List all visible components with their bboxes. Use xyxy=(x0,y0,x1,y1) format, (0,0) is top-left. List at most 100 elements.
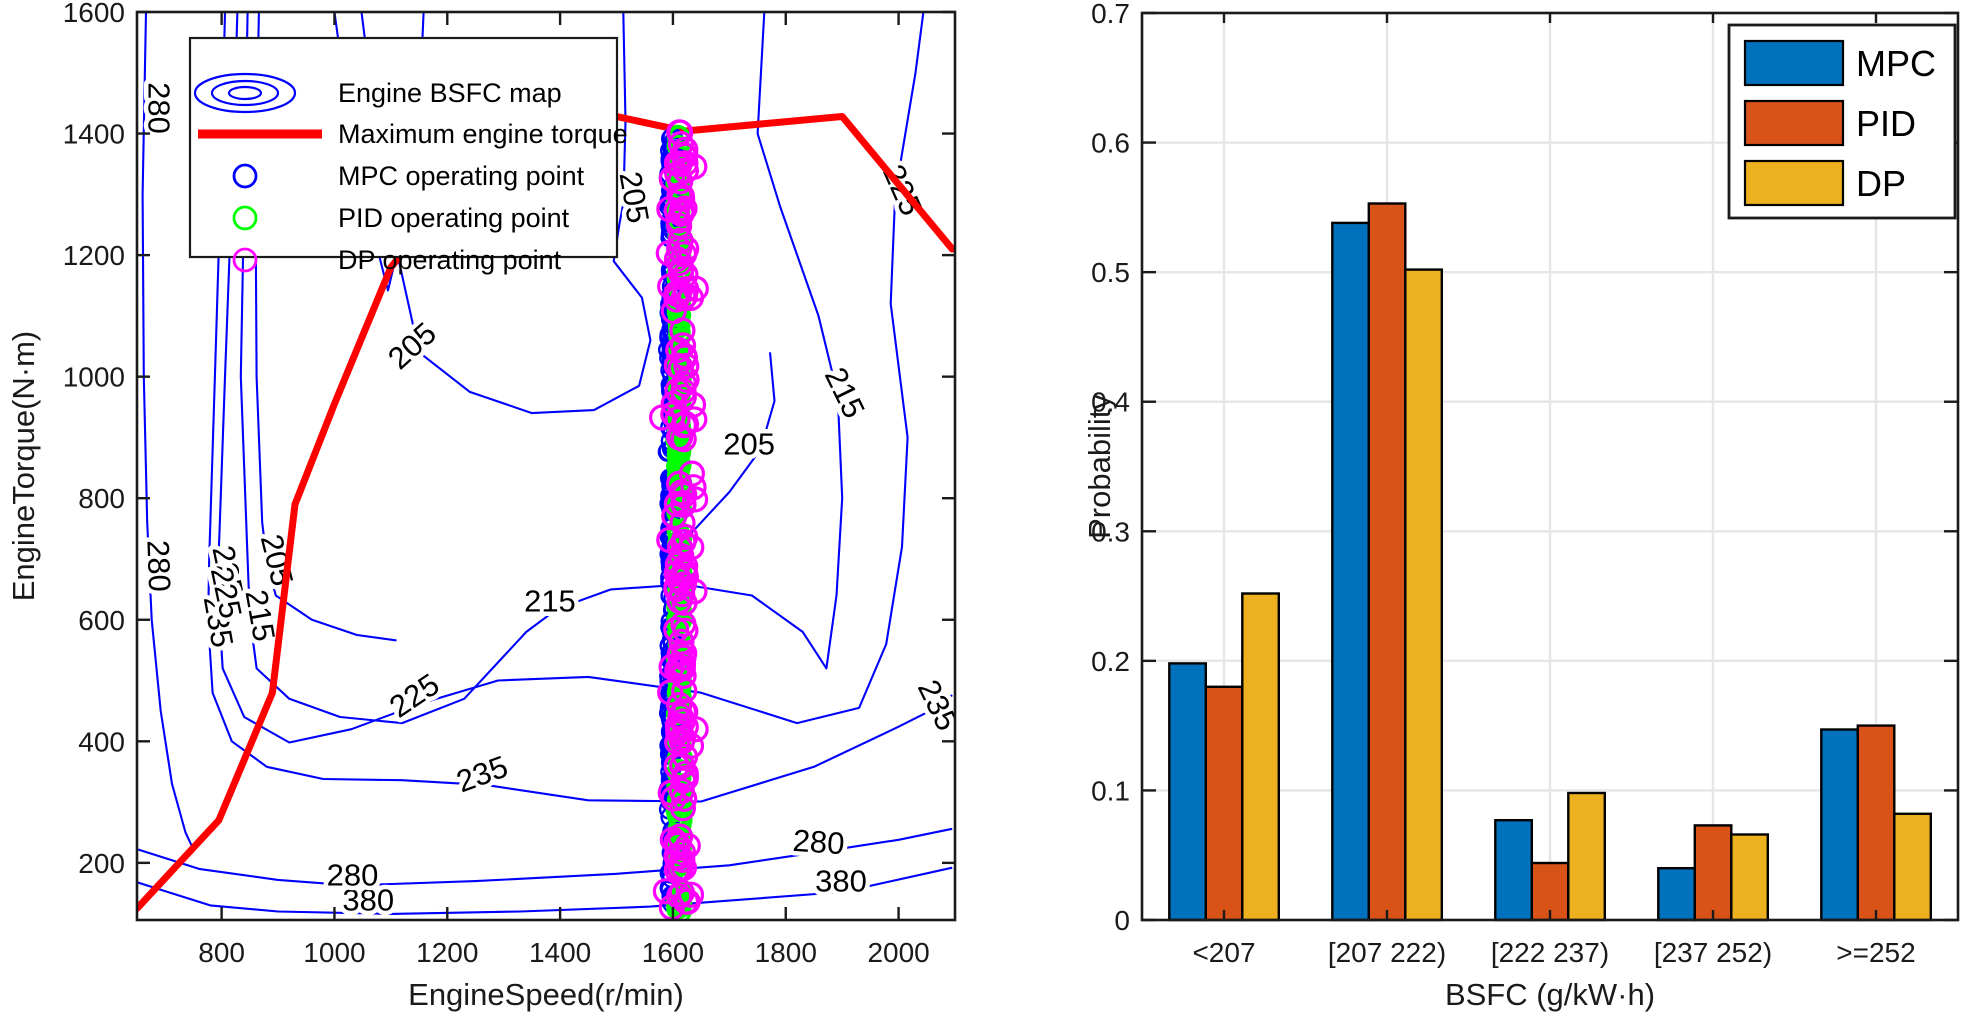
bar-mpc-2 xyxy=(1494,819,1534,922)
bar-pid-1 xyxy=(1367,202,1407,922)
probability-tick-label: 0.4 xyxy=(1091,387,1130,418)
legend-item-label: Engine BSFC map xyxy=(338,78,562,108)
bar-series-dp xyxy=(1241,268,1933,922)
operating-point xyxy=(668,316,690,339)
operating-point xyxy=(663,576,690,603)
contour-line-215 xyxy=(239,12,844,725)
right-axis-ticks xyxy=(1142,11,1958,922)
contour-ellipses-icon xyxy=(193,72,297,114)
operating-point xyxy=(669,846,696,873)
bsfc-bin-label: [207 222) xyxy=(1328,937,1446,968)
contour-label-280: 280 xyxy=(140,539,177,592)
pid-swatch-icon xyxy=(1743,99,1845,147)
x-tick-label: 1200 xyxy=(416,937,478,968)
legend-item-label: MPC operating point xyxy=(338,161,585,191)
bar-dp-0 xyxy=(1241,592,1281,922)
operating-point xyxy=(665,718,692,746)
contour-label-280: 280 xyxy=(327,857,379,892)
x-tick-label: 1800 xyxy=(755,937,817,968)
y-tick-label: 400 xyxy=(78,726,125,757)
operating-point xyxy=(660,390,687,417)
y-tick-label: 600 xyxy=(78,605,125,636)
probability-tick-label: 0.7 xyxy=(1091,0,1130,29)
legend-item-engine-bsfc-map: Engine BSFC map xyxy=(193,72,562,114)
circle-marker-icon xyxy=(232,163,258,189)
operating-point xyxy=(669,724,697,752)
bsfc-bin-label: [222 237) xyxy=(1491,937,1609,968)
contour-label-215: 215 xyxy=(818,362,872,424)
bar-mpc-1 xyxy=(1331,221,1371,922)
operating-point xyxy=(657,273,684,300)
bar-mpc-3 xyxy=(1657,867,1697,922)
circle-marker-icon xyxy=(232,247,258,273)
probability-tick-label: 0.6 xyxy=(1091,128,1130,159)
contour-label-380: 380 xyxy=(815,863,867,898)
max-engine-torque-line xyxy=(137,110,955,912)
operating-point xyxy=(681,486,709,513)
contour-line-280 xyxy=(137,827,953,887)
mpc-swatch-icon xyxy=(1743,39,1845,87)
dp-operating-points xyxy=(648,119,709,920)
x-tick-label: 2000 xyxy=(867,937,929,968)
operating-point xyxy=(666,445,689,468)
bar-dp-4 xyxy=(1893,812,1933,922)
circle-marker-icon xyxy=(232,205,258,231)
bsfc-bin-label: [237 252) xyxy=(1654,937,1772,968)
contour-label-205: 205 xyxy=(723,426,775,461)
bar-pid-3 xyxy=(1693,824,1733,922)
y-tick-label: 1200 xyxy=(63,240,125,271)
operating-point xyxy=(673,366,700,393)
operating-point xyxy=(664,728,691,756)
contour-label-280: 280 xyxy=(792,823,846,862)
contour-label-280: 280 xyxy=(141,82,176,134)
legend-item-label: DP xyxy=(1856,163,1906,204)
operating-point xyxy=(669,317,696,344)
operating-point xyxy=(657,679,684,706)
operating-point xyxy=(667,131,695,158)
operating-point xyxy=(658,165,685,192)
legend-item-label: DP operating point xyxy=(338,245,562,275)
x-tick-label: 1400 xyxy=(529,937,591,968)
operating-point xyxy=(663,150,691,177)
left-legend: Engine BSFC map Maximum engine torque MPC … xyxy=(188,36,628,275)
operating-point xyxy=(663,280,690,307)
left-axes-box xyxy=(135,10,957,922)
bar-dp-2 xyxy=(1567,791,1607,922)
bsfc-bin-label: >=252 xyxy=(1836,937,1915,968)
operating-point xyxy=(681,406,708,433)
right-bar-panel: 0 0.1 0.2 0.3 0.4 0.5 0.6 0.7 <207 [207 222) [222 … xyxy=(1082,0,1960,1012)
operating-point xyxy=(670,610,697,638)
right-legend: MPC PID DP xyxy=(1727,23,1957,220)
operating-point xyxy=(669,581,696,608)
bar-mpc-4 xyxy=(1820,728,1860,922)
legend-item-mpc: MPC xyxy=(1743,39,1936,87)
operating-point xyxy=(669,795,697,822)
legend-item-label: PID operating point xyxy=(338,203,570,233)
left-axis-ticks xyxy=(137,10,955,920)
contour-label-215: 215 xyxy=(238,587,281,644)
operating-point xyxy=(672,765,699,792)
x-tick-label: 1600 xyxy=(642,937,704,968)
operating-point xyxy=(670,426,697,453)
legend-item-label: MPC xyxy=(1856,43,1936,84)
legend-item-label: PID xyxy=(1856,103,1916,144)
operating-point xyxy=(669,509,696,537)
contour-label-235: 235 xyxy=(452,749,513,800)
legend-item-pid: PID xyxy=(1743,99,1916,147)
operating-point xyxy=(666,654,693,681)
legend-item-pid-operating-point: PID operating point xyxy=(232,203,570,233)
legend-item-dp-operating-point: DP operating point xyxy=(232,245,562,275)
operating-point xyxy=(678,460,706,487)
left-contour-panel: 3803802802802802802352352352252252252252… xyxy=(6,0,957,1012)
bar-mpc-0 xyxy=(1168,662,1208,922)
probability-tick-label: 0.5 xyxy=(1091,257,1130,288)
left-xlabel: EngineSpeed(r/min) xyxy=(408,977,684,1012)
legend-item-dp: DP xyxy=(1743,159,1906,207)
probability-tick-label: 0.3 xyxy=(1091,516,1130,547)
y-tick-label: 800 xyxy=(78,483,125,514)
contour-label-215: 215 xyxy=(524,583,576,618)
operating-point xyxy=(663,490,691,518)
left-ylabel: EngineTorque(N·m) xyxy=(6,331,41,602)
x-tick-label: 800 xyxy=(198,937,245,968)
